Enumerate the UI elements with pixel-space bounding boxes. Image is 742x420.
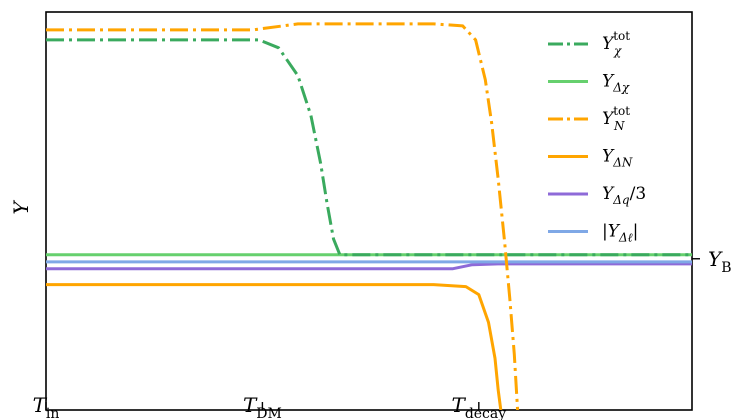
series-line-2: [46, 22, 520, 410]
ticks-group: Tin TDM Tdecay YB: [33, 247, 732, 420]
legend-label-0: Ytot χ: [602, 29, 630, 58]
x-tick-label-2: Tdecay: [451, 393, 506, 420]
series-group: [46, 22, 692, 410]
plot-frame: [45, 11, 693, 411]
x-tick-label-0: Tin: [33, 393, 60, 420]
legend-label-3: YΔN: [602, 147, 633, 170]
x-tick-label-1: TDM: [243, 393, 282, 420]
legend-label-2: Ytot N: [602, 104, 630, 133]
y-axis-label: Y: [9, 200, 33, 215]
y-tick-label-0: YB: [708, 247, 732, 276]
legend-label-5: |YΔℓ|: [602, 222, 638, 245]
series-line-4: [46, 262, 692, 271]
legend-label-4: YΔq/3: [602, 184, 646, 207]
legend-label-1: YΔχ: [602, 72, 630, 95]
series-line-0: [46, 38, 692, 257]
series-line-3: [46, 283, 503, 410]
legend: Ytot χ YΔχ Ytot N YΔN YΔq/3 |YΔℓ|: [548, 29, 646, 245]
